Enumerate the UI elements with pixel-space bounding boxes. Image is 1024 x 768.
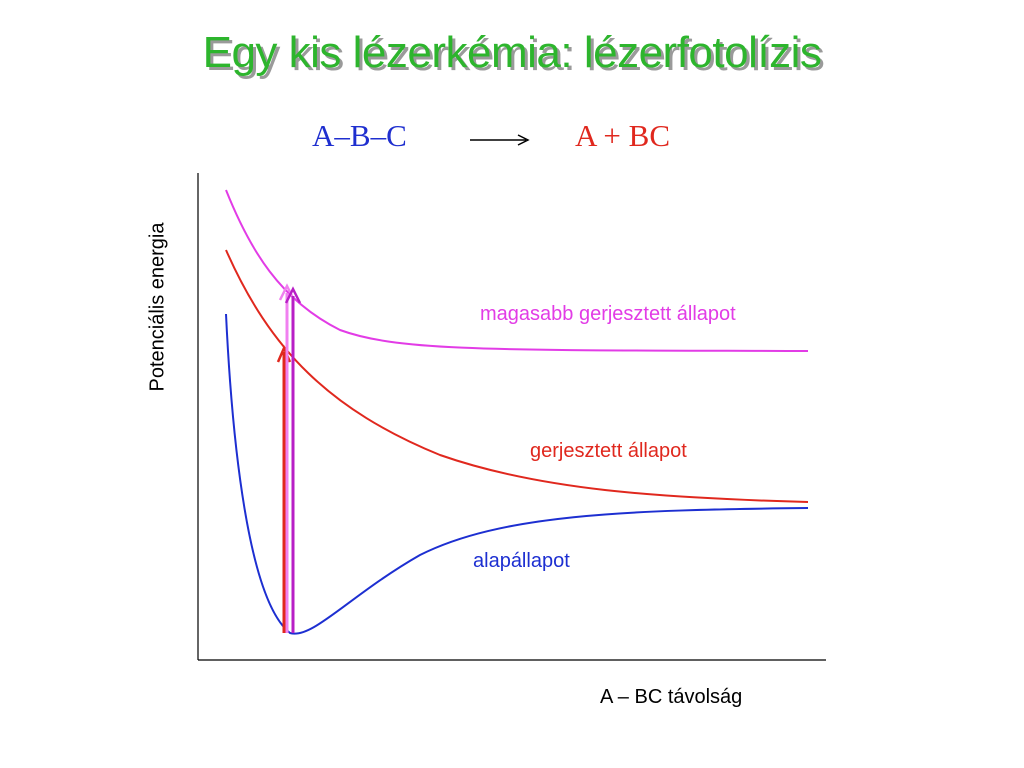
reaction-reactant: A–B–C xyxy=(312,118,407,153)
higher-excited-state-label: magasabb gerjesztett állapot xyxy=(480,303,736,325)
page-title: Egy kis lézerkémia: lézerfotolízis xyxy=(202,28,822,77)
ground-state-label: alapállapot xyxy=(473,550,570,572)
higher-excited-state-curve xyxy=(225,189,809,352)
excited-state-label: gerjesztett állapot xyxy=(530,440,687,462)
excited-state-curve xyxy=(225,249,809,503)
ground-state-curve xyxy=(225,313,809,635)
transition-arrow-higher xyxy=(284,286,302,633)
y-axis-label: Potenciális energia xyxy=(146,222,169,392)
reaction-product: A + BC xyxy=(575,118,671,153)
reaction-arrow-icon xyxy=(470,134,530,146)
x-axis-label: A – BC távolság xyxy=(600,686,743,708)
transition-arrow-higher-light xyxy=(278,283,296,633)
